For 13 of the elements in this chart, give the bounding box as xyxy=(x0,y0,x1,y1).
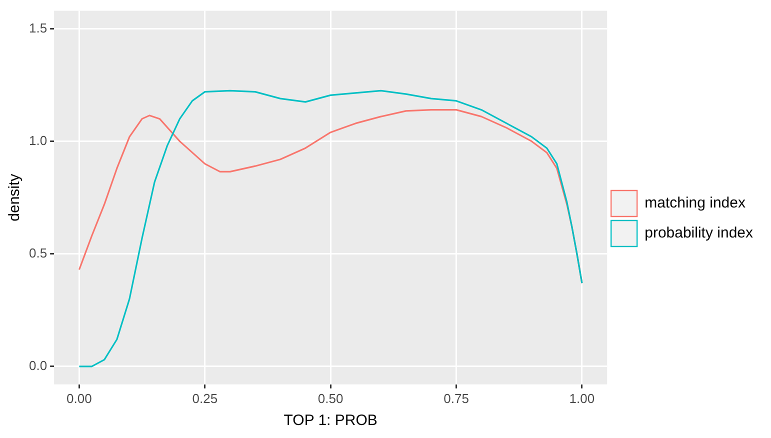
y-axis-title: density xyxy=(6,173,24,222)
y-tick-label: 0.0 xyxy=(28,358,48,373)
y-tick-label: 0.5 xyxy=(28,245,48,260)
x-tick-label: 0.75 xyxy=(444,390,469,406)
y-tick-label: 1.0 xyxy=(28,132,48,148)
x-tick-label: 0.00 xyxy=(66,390,92,406)
legend-label: probability index xyxy=(644,224,754,242)
x-tick-label: 1.00 xyxy=(569,390,595,406)
x-tick-label: 0.25 xyxy=(192,390,218,406)
legend-label: matching index xyxy=(644,194,746,212)
y-tick-label: 1.5 xyxy=(28,20,48,36)
x-tick-label: 0.50 xyxy=(318,390,344,406)
x-axis-title: TOP 1: PROB xyxy=(284,412,378,430)
